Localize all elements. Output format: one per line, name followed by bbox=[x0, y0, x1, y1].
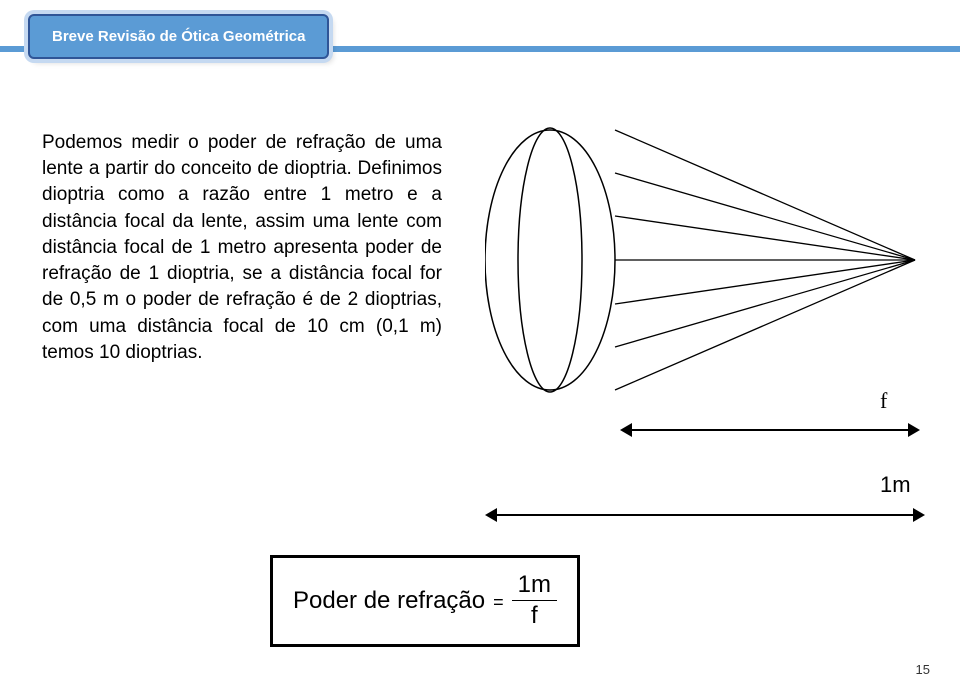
header-title: Breve Revisão de Ótica Geométrica bbox=[52, 28, 305, 45]
arrow-line bbox=[630, 429, 910, 431]
body-paragraph: Podemos medir o poder de refração de uma… bbox=[42, 130, 442, 366]
page-number: 15 bbox=[916, 662, 930, 677]
label-focal-f: f bbox=[880, 388, 887, 414]
header-tab: Breve Revisão de Ótica Geométrica bbox=[28, 14, 329, 59]
formula-eq: = bbox=[493, 592, 504, 613]
formula-denominator: f bbox=[531, 601, 538, 629]
arrow-line bbox=[495, 514, 915, 516]
formula-numerator: 1m bbox=[512, 572, 557, 601]
lens-svg bbox=[485, 100, 925, 420]
formula-fraction: 1m f bbox=[512, 572, 557, 630]
formula-lhs: Poder de refração bbox=[293, 587, 485, 615]
label-1m: 1m bbox=[880, 472, 911, 498]
arrow-right-head bbox=[913, 508, 925, 522]
lens-diagram: f 1m bbox=[485, 100, 925, 480]
arrow-focal bbox=[620, 420, 920, 440]
arrow-right-head bbox=[908, 423, 920, 437]
arrow-1m bbox=[485, 505, 925, 525]
formula-box: Poder de refração = 1m f bbox=[270, 555, 580, 647]
